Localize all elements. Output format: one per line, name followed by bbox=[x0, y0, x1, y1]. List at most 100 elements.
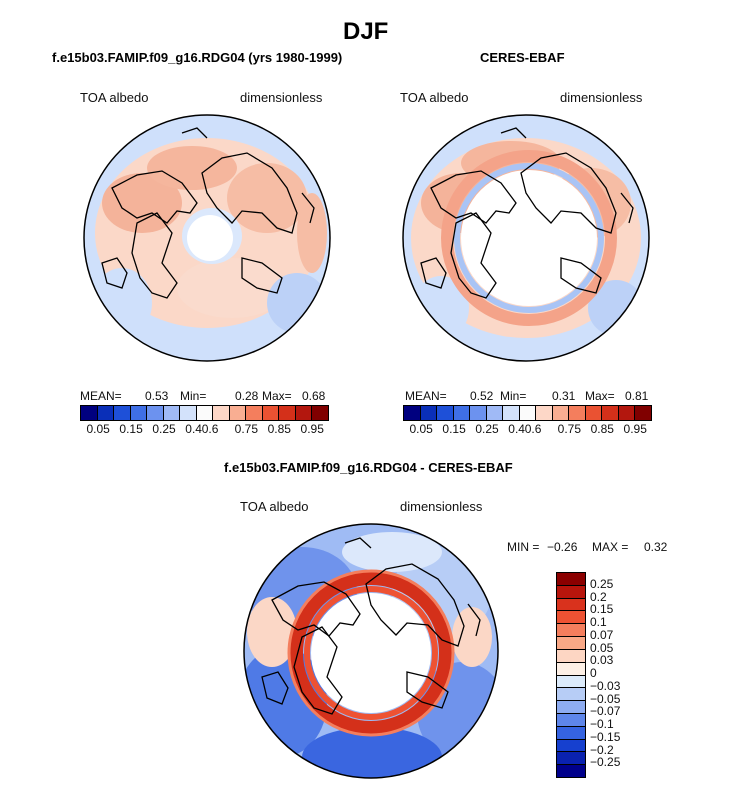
colorbar-swatch bbox=[519, 406, 537, 420]
colorbar-tick-label: −0.07 bbox=[590, 704, 621, 719]
diff-max-label: MAX = bbox=[592, 540, 629, 554]
colorbar-swatch bbox=[163, 406, 181, 420]
colorbar-swatch bbox=[557, 701, 585, 714]
colorbar-swatch bbox=[557, 688, 585, 702]
colorbar-swatch bbox=[557, 649, 585, 663]
colorbar-swatch bbox=[557, 573, 585, 586]
colorbar-swatch bbox=[262, 406, 280, 420]
mean-label: MEAN= bbox=[80, 389, 122, 403]
colorbar-swatch bbox=[486, 406, 504, 420]
colorbar-swatch bbox=[295, 406, 313, 420]
colorbar-swatch bbox=[312, 406, 328, 420]
colorbar-swatch bbox=[404, 406, 421, 420]
polar-map-obs bbox=[401, 113, 651, 363]
field-label: TOA albedo bbox=[240, 499, 309, 514]
colorbar-tick-label: 0.15 bbox=[442, 422, 466, 436]
colorbar-tick-label: 0.95 bbox=[300, 422, 324, 436]
colorbar-ticks-obs: 0.05 0.15 0.25 0.4 0.6 0.75 0.85 0.95 bbox=[403, 422, 650, 438]
diff-panel-title: f.e15b03.FAMIP.f09_g16.RDG04 - CERES-EBA… bbox=[224, 460, 513, 475]
colorbar-obs bbox=[403, 405, 652, 421]
colorbar-tick-label: 0.15 bbox=[590, 602, 614, 617]
colorbar-tick-label: 0.05 bbox=[86, 422, 110, 436]
diff-min-label: MIN = bbox=[507, 540, 540, 554]
colorbar-tick-label: −0.03 bbox=[590, 678, 621, 693]
colorbar-tick-label: 0.15 bbox=[119, 422, 143, 436]
mean-label: MEAN= bbox=[405, 389, 447, 403]
colorbar-tick-label: 0.85 bbox=[590, 422, 614, 436]
colorbar-tick-label: 0.07 bbox=[590, 627, 614, 642]
polar-map-diff bbox=[242, 522, 500, 780]
max-value: 0.68 bbox=[302, 389, 326, 403]
min-label: Min= bbox=[500, 389, 527, 403]
mean-value: 0.53 bbox=[145, 389, 169, 403]
units-label: dimensionless bbox=[240, 90, 323, 105]
colorbar-swatch bbox=[196, 406, 214, 420]
colorbar-tick-label: 0.75 bbox=[234, 422, 259, 436]
colorbar-swatch bbox=[420, 406, 438, 420]
max-label: Max= bbox=[585, 389, 615, 403]
colorbar-tick-label: 0.85 bbox=[267, 422, 291, 436]
max-value: 0.81 bbox=[625, 389, 649, 403]
colorbar-ticks-diff: 0.25 0.2 0.15 0.1 0.07 0.05 0.03 0 −0.03 −0.05 −0.… bbox=[590, 572, 640, 776]
colorbar-swatch bbox=[618, 406, 636, 420]
colorbar-tick-label: 0.1 bbox=[590, 615, 607, 629]
colorbar-swatch bbox=[437, 406, 454, 420]
colorbar-tick-label: 0.03 bbox=[590, 653, 614, 668]
colorbar-tick-label: 0.6 bbox=[524, 422, 542, 436]
diff-min-value: −0.26 bbox=[547, 540, 578, 554]
colorbar-swatch bbox=[635, 406, 651, 420]
colorbar-swatch bbox=[557, 675, 585, 689]
colorbar-swatch bbox=[557, 637, 585, 650]
units-label: dimensionless bbox=[560, 90, 643, 105]
colorbar-tick-label: −0.1 bbox=[590, 717, 614, 731]
colorbar-swatch bbox=[279, 406, 296, 420]
colorbar-swatch bbox=[536, 406, 553, 420]
panel-title-model: f.e15b03.FAMIP.f09_g16.RDG04 (yrs 1980-1… bbox=[52, 50, 343, 65]
colorbar-tick-label: −0.2 bbox=[590, 742, 614, 757]
figure-title: DJF bbox=[343, 18, 389, 45]
colorbar-tick-label: 0.4 bbox=[508, 422, 525, 436]
colorbar-swatch bbox=[557, 752, 585, 766]
colorbar-tick-label: 0.25 bbox=[590, 576, 614, 591]
min-label: Min= bbox=[180, 389, 207, 403]
colorbar-ticks-model: 0.05 0.15 0.25 0.4 0.6 0.75 0.85 0.95 bbox=[80, 422, 327, 438]
colorbar-swatch bbox=[557, 765, 585, 777]
colorbar-tick-label: 0.05 bbox=[590, 640, 614, 655]
colorbar-swatch bbox=[585, 406, 603, 420]
colorbar-swatch bbox=[557, 713, 585, 727]
colorbar-tick-label: −0.25 bbox=[590, 755, 621, 770]
colorbar-swatch bbox=[557, 585, 585, 599]
field-label: TOA albedo bbox=[400, 90, 469, 105]
colorbar-tick-label: −0.05 bbox=[590, 691, 621, 706]
colorbar-tick-label: 0.2 bbox=[590, 589, 607, 604]
colorbar-swatch bbox=[602, 406, 619, 420]
colorbar-tick-label: 0.25 bbox=[152, 422, 176, 436]
colorbar-swatch bbox=[229, 406, 247, 420]
colorbar-swatch bbox=[180, 406, 197, 420]
units-label: dimensionless bbox=[400, 499, 483, 514]
colorbar-swatch bbox=[503, 406, 520, 420]
colorbar-swatch bbox=[557, 662, 585, 676]
colorbar-tick-label: −0.15 bbox=[590, 729, 621, 744]
colorbar-swatch bbox=[557, 726, 585, 740]
colorbar-swatch bbox=[557, 624, 585, 638]
colorbar-swatch bbox=[81, 406, 98, 420]
colorbar-swatch bbox=[552, 406, 570, 420]
colorbar-tick-label: 0.25 bbox=[475, 422, 499, 436]
colorbar-swatch bbox=[569, 406, 586, 420]
colorbar-swatch bbox=[147, 406, 164, 420]
colorbar-tick-label: 0 bbox=[590, 666, 597, 680]
colorbar-model bbox=[80, 405, 329, 421]
colorbar-tick-label: 0.95 bbox=[623, 422, 647, 436]
colorbar-swatch bbox=[453, 406, 471, 420]
mean-value: 0.52 bbox=[470, 389, 494, 403]
colorbar-tick-label: 0.4 bbox=[185, 422, 202, 436]
colorbar-swatch bbox=[97, 406, 115, 420]
field-label: TOA albedo bbox=[80, 90, 149, 105]
colorbar-diff bbox=[556, 572, 586, 778]
colorbar-swatch bbox=[557, 739, 585, 753]
colorbar-tick-label: 0.6 bbox=[201, 422, 219, 436]
min-value: 0.28 bbox=[235, 389, 259, 403]
panel-title-obs: CERES-EBAF bbox=[480, 50, 565, 65]
min-value: 0.31 bbox=[552, 389, 576, 403]
